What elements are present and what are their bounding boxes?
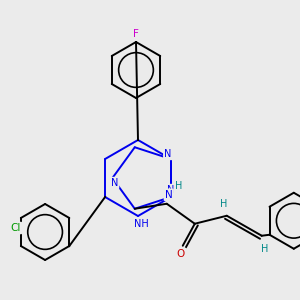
- Text: F: F: [133, 29, 139, 39]
- Text: N: N: [165, 190, 172, 200]
- Text: O: O: [177, 249, 185, 259]
- Text: H: H: [175, 181, 182, 191]
- Text: NH: NH: [134, 219, 148, 229]
- Text: Cl: Cl: [11, 223, 21, 233]
- Text: N: N: [164, 149, 172, 159]
- Text: N: N: [167, 185, 175, 195]
- Text: N: N: [111, 178, 118, 188]
- Text: H: H: [261, 244, 268, 254]
- Text: H: H: [220, 199, 227, 209]
